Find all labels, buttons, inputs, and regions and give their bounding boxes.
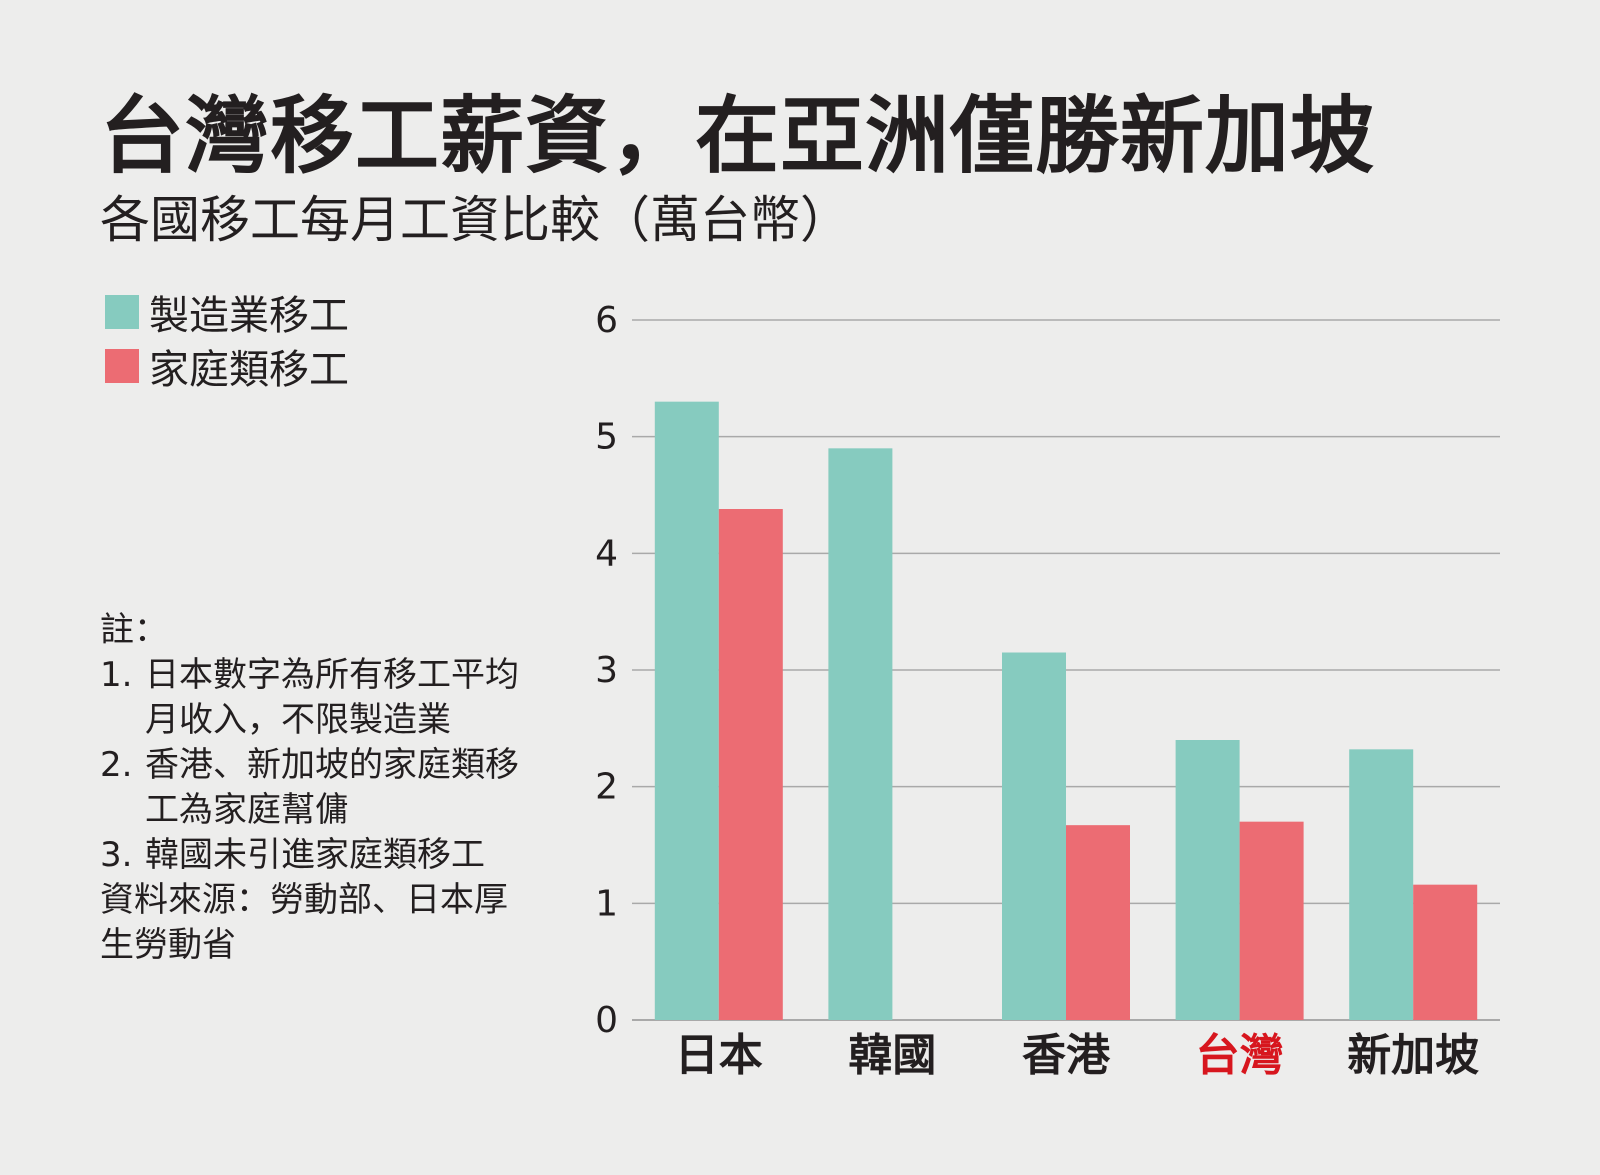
legend-label-manufacturing: 製造業移工	[149, 293, 349, 339]
notes: 註： 1. 日本數字為所有移工平均月收入，不限製造業 2. 香港、新加坡的家庭類…	[100, 608, 520, 968]
data-source: 資料來源：勞動部、日本厚生勞動省	[100, 880, 508, 965]
chart-subtitle: 各國移工每月工資比較（萬台幣）	[100, 191, 850, 249]
legend-swatch-domestic	[105, 349, 139, 383]
y-tick-label: 5	[595, 417, 618, 458]
bar-domestic	[1413, 884, 1478, 1020]
legend-swatch-manufacturing	[105, 295, 139, 329]
note-text: 韓國未引進家庭類移工	[145, 835, 485, 875]
bar-manufacturing	[1175, 740, 1240, 1020]
y-tick-label: 4	[595, 533, 618, 574]
y-tick-label: 2	[595, 767, 618, 808]
y-tick-label: 6	[595, 300, 618, 341]
bar-manufacturing	[1002, 652, 1066, 1020]
bar-domestic	[1239, 821, 1304, 1020]
note-number: 2.	[100, 745, 133, 785]
note-item: 1. 日本數字為所有移工平均月收入，不限製造業	[100, 653, 520, 743]
note-number: 3.	[100, 835, 133, 875]
legend-label-domestic: 家庭類移工	[149, 347, 349, 393]
note-number: 1.	[100, 655, 133, 695]
legend-item-domestic: 家庭類移工	[105, 339, 349, 393]
x-tick-label: 台灣	[1196, 1030, 1284, 1081]
note-item: 3. 韓國未引進家庭類移工	[100, 833, 520, 878]
bar-manufacturing	[828, 448, 893, 1020]
notes-heading: 註：	[100, 610, 168, 650]
legend-item-manufacturing: 製造業移工	[105, 285, 349, 339]
legend: 製造業移工 家庭類移工	[105, 285, 349, 393]
note-item: 2. 香港、新加坡的家庭類移工為家庭幫傭	[100, 743, 520, 833]
bar-domestic	[1066, 825, 1130, 1020]
x-tick-label: 香港	[1022, 1030, 1111, 1081]
x-tick-label: 韓國	[848, 1030, 936, 1081]
note-text: 日本數字為所有移工平均月收入，不限製造業	[145, 655, 519, 740]
chart-title: 台灣移工薪資，在亞洲僅勝新加坡	[100, 87, 1376, 185]
x-tick-label: 日本	[675, 1030, 763, 1081]
note-text: 香港、新加坡的家庭類移工為家庭幫傭	[145, 745, 519, 830]
bar-manufacturing	[654, 401, 719, 1021]
bar-manufacturing	[1349, 749, 1414, 1020]
y-tick-label: 3	[595, 650, 618, 691]
bar-domestic	[718, 509, 783, 1020]
x-tick-label: 新加坡	[1347, 1030, 1479, 1081]
y-tick-label: 0	[595, 1000, 618, 1041]
y-tick-label: 1	[595, 883, 618, 924]
